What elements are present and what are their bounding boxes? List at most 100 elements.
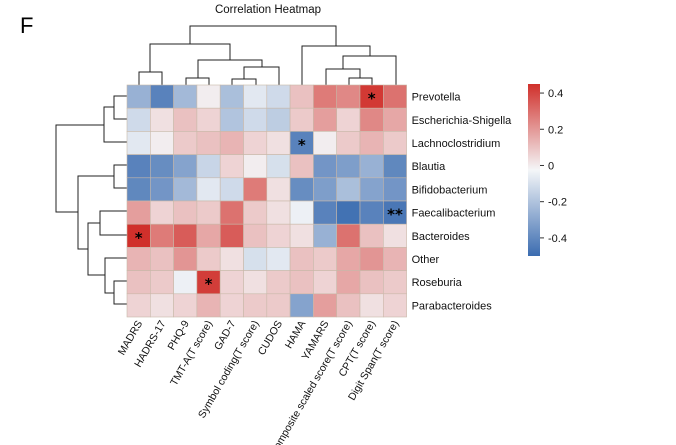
row-label: Bifidobacterium [412, 184, 488, 196]
heatmap-cell [173, 247, 198, 271]
heatmap-cell [313, 270, 337, 295]
row-label: Other [412, 254, 440, 266]
heatmap-cell [150, 293, 174, 318]
heatmap-cell [336, 131, 361, 155]
heatmap-cell [313, 177, 337, 202]
row-label: Faecalibacterium [412, 208, 496, 220]
heatmap-cell [266, 293, 291, 318]
heatmap-cell [219, 200, 244, 225]
heatmap-cell [219, 84, 244, 109]
heatmap-cell [150, 84, 174, 109]
heatmap-cell [243, 270, 268, 295]
heatmap-cell [289, 107, 314, 132]
heatmap-cell [173, 270, 198, 295]
heatmap-cell [219, 270, 244, 295]
heatmap-cell [382, 270, 407, 295]
row-label: Bacteroides [412, 231, 471, 243]
heatmap-cell [359, 107, 384, 132]
heatmap-cell [243, 131, 268, 155]
heatmap-cell [243, 154, 268, 179]
heatmap-cell [336, 293, 361, 318]
heatmap-cell [266, 247, 291, 271]
heatmap-cell [126, 154, 151, 179]
heatmap-cell [359, 247, 384, 271]
heatmap-cell [313, 107, 337, 132]
heatmap-cell [150, 200, 174, 225]
heatmap-cell [243, 107, 268, 132]
heatmap-cells [126, 84, 407, 318]
significance-star: * [135, 229, 143, 247]
heatmap-cell [266, 107, 291, 132]
heatmap-cell [126, 247, 151, 271]
heatmap-cell [173, 177, 198, 202]
heatmap-cell [150, 107, 174, 132]
heatmap-cell [173, 293, 198, 318]
chart-title: Correlation Heatmap [215, 4, 321, 16]
heatmap-cell [219, 107, 244, 132]
heatmap-cell [126, 131, 151, 155]
heatmap-cell [173, 84, 198, 109]
heatmap-cell [173, 223, 198, 248]
heatmap-cell [382, 223, 407, 248]
legend-tick-label: 0.4 [548, 88, 563, 100]
heatmap-cell [243, 293, 268, 318]
heatmap-cell [196, 107, 221, 132]
heatmap-cell [196, 131, 221, 155]
heatmap-cell [126, 293, 151, 318]
significance-star: * [298, 136, 306, 154]
heatmap-cell [336, 223, 361, 248]
row-label: Roseburia [412, 277, 463, 289]
heatmap-cell [382, 247, 407, 271]
heatmap-cell [219, 223, 244, 248]
heatmap-cell [382, 154, 407, 179]
heatmap-cell [196, 84, 221, 109]
heatmap-cell [289, 270, 314, 295]
heatmap-cell [359, 177, 384, 202]
heatmap-cell [382, 84, 407, 109]
heatmap-cell [173, 154, 198, 179]
heatmap-cell [266, 131, 291, 155]
row-label: Blautia [412, 161, 447, 173]
heatmap-cell [289, 293, 314, 318]
heatmap-cell [126, 270, 151, 295]
heatmap-cell [150, 270, 174, 295]
heatmap-cell [219, 154, 244, 179]
row-label: Parabacteroides [412, 300, 493, 312]
significance-markers: ****** [135, 90, 403, 294]
heatmap-cell [289, 247, 314, 271]
heatmap-cell [219, 131, 244, 155]
heatmap-cell [289, 84, 314, 109]
legend-colorbar [528, 84, 540, 256]
heatmap-cell [313, 247, 337, 271]
heatmap-cell [196, 247, 221, 271]
heatmap-cell [150, 247, 174, 271]
heatmap-cell [266, 223, 291, 248]
heatmap-cell [126, 84, 151, 109]
heatmap-cell [126, 107, 151, 132]
heatmap-cell [243, 247, 268, 271]
heatmap-cell [196, 223, 221, 248]
legend-tick-label: 0.2 [548, 124, 563, 136]
heatmap-cell [336, 84, 361, 109]
legend-tick-label: -0.2 [548, 197, 567, 209]
heatmap-cell [359, 154, 384, 179]
heatmap-cell [382, 293, 407, 318]
heatmap-cell [266, 270, 291, 295]
heatmap-cell [150, 154, 174, 179]
heatmap-cell [382, 177, 407, 202]
heatmap-cell [173, 107, 198, 132]
heatmap-cell [336, 107, 361, 132]
heatmap-cell [313, 223, 337, 248]
significance-star: ** [387, 206, 403, 224]
legend-tick-label: -0.4 [548, 233, 567, 245]
heatmap-cell [173, 200, 198, 225]
heatmap-cell [126, 200, 151, 225]
significance-star: * [205, 275, 213, 293]
heatmap-cell [336, 247, 361, 271]
heatmap-cell [219, 177, 244, 202]
legend-tick-label: 0 [548, 160, 554, 172]
heatmap-cell [266, 177, 291, 202]
heatmap-cell [313, 131, 337, 155]
heatmap-cell [173, 131, 198, 155]
